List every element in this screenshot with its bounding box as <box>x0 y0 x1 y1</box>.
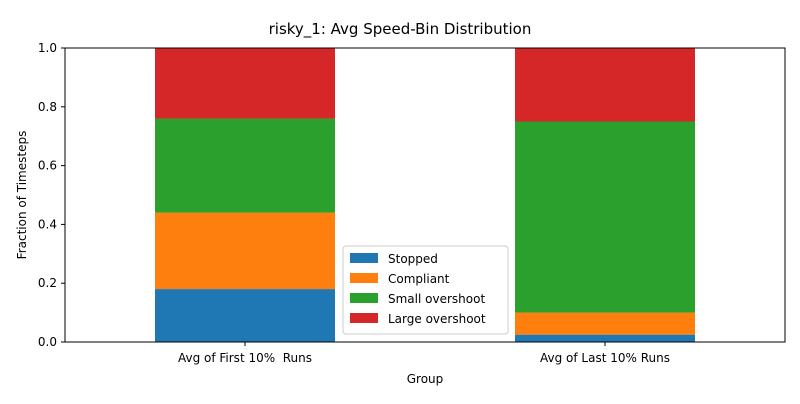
bar-large-overshoot-0 <box>155 48 335 119</box>
bar-compliant-0 <box>155 212 335 290</box>
bars-layer <box>155 48 695 342</box>
y-tick-label: 0.2 <box>38 276 57 290</box>
legend-box <box>342 245 509 335</box>
legend-label: Small overshoot <box>388 292 485 306</box>
y-tick-label: 0.0 <box>38 335 57 349</box>
legend-label: Compliant <box>388 272 450 286</box>
y-tick-label: 0.4 <box>38 217 57 231</box>
bar-stopped-0 <box>155 289 335 342</box>
legend-swatch-stopped <box>350 253 378 263</box>
chart-title: risky_1: Avg Speed-Bin Distribution <box>269 20 532 39</box>
x-tick-label: Avg of First 10% Runs <box>178 351 312 365</box>
y-tick-label: 0.8 <box>38 100 57 114</box>
bar-small-overshoot-1 <box>515 121 695 313</box>
bar-stopped-1 <box>515 334 695 342</box>
y-tick-label: 1.0 <box>38 41 57 55</box>
legend-label: Stopped <box>388 252 438 266</box>
y-tick-label: 0.6 <box>38 159 57 173</box>
bar-small-overshoot-0 <box>155 118 335 213</box>
legend-swatch-large-overshoot <box>350 313 378 323</box>
bar-compliant-1 <box>515 312 695 335</box>
legend-swatch-small-overshoot <box>350 293 378 303</box>
legend-label: Large overshoot <box>388 312 486 326</box>
bar-large-overshoot-1 <box>515 48 695 122</box>
legend: Stopped Compliant Small overshoot Large ove… <box>342 245 509 335</box>
plot-frame <box>64 47 786 343</box>
x-axis-label: Group <box>407 372 444 386</box>
x-tick-label: Avg of Last 10% Runs <box>540 351 670 365</box>
axes-layer: Avg of First 10% Runs Avg of Last 10% Run… <box>38 41 786 365</box>
legend-swatch-compliant <box>350 273 378 283</box>
y-axis-label: Fraction of Timesteps <box>15 131 29 260</box>
